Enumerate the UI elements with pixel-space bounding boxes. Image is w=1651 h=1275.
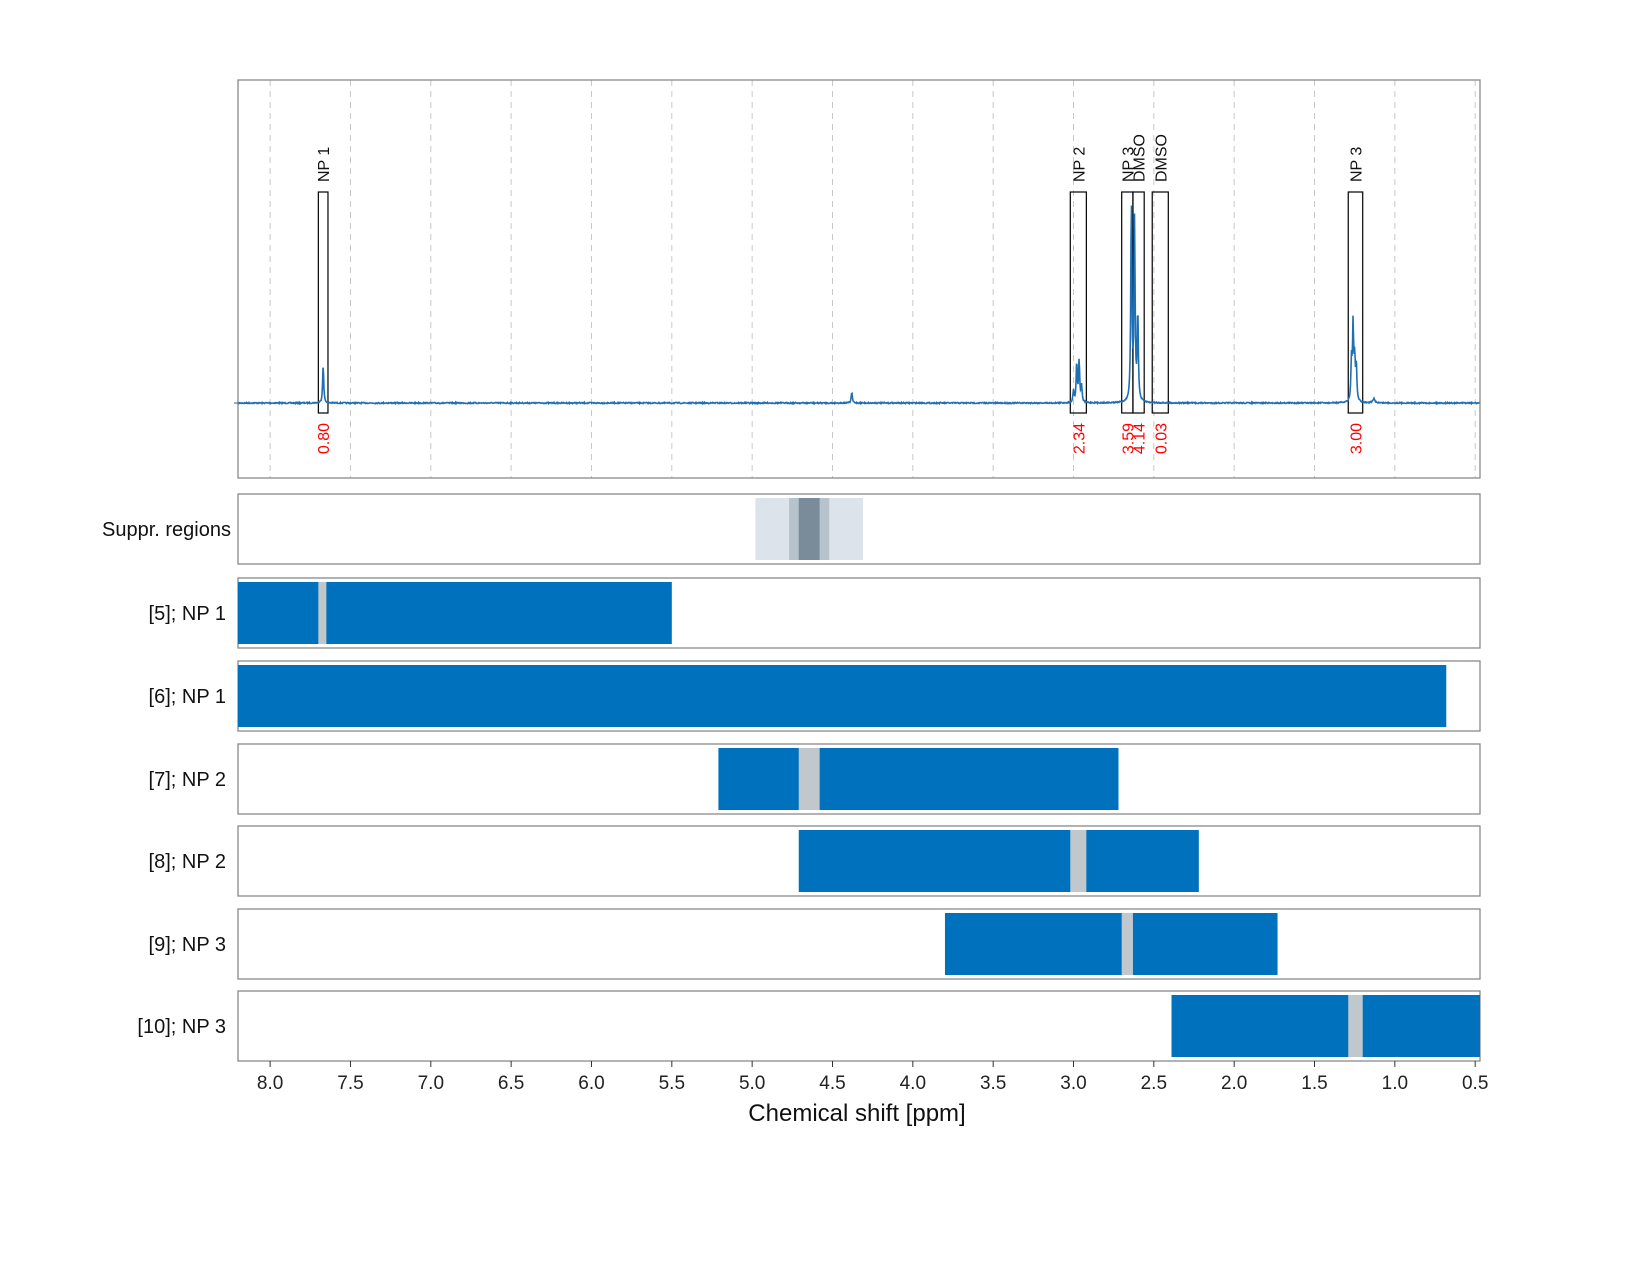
fit-rows: Suppr. regions [5]; NP 1 [6]; NP 1 [7]; NP … xyxy=(102,493,1481,1062)
excluded-region xyxy=(1121,913,1133,975)
excluded-region xyxy=(798,748,820,810)
x-tick-label: 6.5 xyxy=(498,1073,524,1094)
peak-box xyxy=(1151,191,1169,414)
fit-range-bar xyxy=(1171,995,1480,1057)
x-tick-label: 1.5 xyxy=(1301,1073,1327,1094)
x-tick-label: 3.0 xyxy=(1060,1073,1086,1094)
suppression-region xyxy=(798,498,820,560)
peak-box xyxy=(317,191,329,414)
x-axis-title: Chemical shift [ppm] xyxy=(748,1100,965,1127)
row-label: Suppr. regions xyxy=(102,519,231,541)
fit-range-bar xyxy=(798,830,1199,892)
x-tick-label: 5.5 xyxy=(659,1073,685,1094)
x-tick-label: 7.0 xyxy=(418,1073,444,1094)
x-axis: 8.0 7.5 7.0 6.5 6.0 5.5 5.0 4.5 4.0 3.5 3.0 2.5 2.0 1… xyxy=(257,1061,1488,1094)
row-label: [6]; NP 1 xyxy=(149,686,226,708)
peak-label: NP 3 xyxy=(1348,147,1365,182)
peak-box xyxy=(1069,191,1087,414)
row-label: [10]; NP 3 xyxy=(137,1016,226,1038)
peak-label: DMSO xyxy=(1153,134,1170,182)
row-label: [7]; NP 2 xyxy=(149,769,226,791)
peak-label: NP 2 xyxy=(1071,147,1088,182)
spectrum-grid xyxy=(269,80,1476,478)
excluded-region xyxy=(318,582,327,644)
integral-value: 4.14 xyxy=(1132,423,1149,454)
x-tick-label: 0.5 xyxy=(1462,1073,1488,1094)
peak-label: NP 3 xyxy=(1120,147,1137,182)
excluded-region xyxy=(1070,830,1087,892)
x-tick-label: 6.0 xyxy=(578,1073,604,1094)
x-tick-label: 5.0 xyxy=(739,1073,765,1094)
x-tick-label: 4.5 xyxy=(819,1073,845,1094)
fit-range-bar xyxy=(944,913,1278,975)
x-tick-label: 2.0 xyxy=(1221,1073,1247,1094)
x-tick-label: 1.0 xyxy=(1382,1073,1408,1094)
spectrum-frame xyxy=(237,79,1481,479)
fit-row-frame xyxy=(237,908,1481,980)
spectrum-line xyxy=(237,205,1481,406)
fit-range-bar xyxy=(718,748,1119,810)
spectrum-panel: NP 1 0.80 NP 2 2.34 NP 3 3.59 DMSO 4.14 DMSO 0.03… xyxy=(234,79,1481,479)
integral-value: 0.03 xyxy=(1153,423,1170,454)
fit-range-bar xyxy=(238,582,672,644)
x-tick-label: 8.0 xyxy=(257,1073,283,1094)
row-label: [5]; NP 1 xyxy=(149,603,226,625)
x-tick-label: 7.5 xyxy=(337,1073,363,1094)
peak-label: NP 1 xyxy=(316,147,333,182)
x-tick-label: 3.5 xyxy=(980,1073,1006,1094)
peak-label: DMSO xyxy=(1132,134,1149,182)
fit-range-bar xyxy=(238,665,1447,727)
integral-value: 3.59 xyxy=(1120,423,1137,454)
integral-value: 2.34 xyxy=(1071,423,1088,454)
peak-box xyxy=(1132,191,1145,414)
integral-value: 3.00 xyxy=(1348,423,1365,454)
integral-value: 0.80 xyxy=(316,423,333,454)
excluded-region xyxy=(1348,995,1363,1057)
peak-box xyxy=(1347,191,1364,414)
peak-boxes: NP 1 0.80 NP 2 2.34 NP 3 3.59 DMSO 4.14 DMSO 0.03… xyxy=(316,134,1365,454)
x-tick-label: 2.5 xyxy=(1141,1073,1167,1094)
row-label: [8]; NP 2 xyxy=(149,851,226,873)
row-label: [9]; NP 3 xyxy=(149,934,226,956)
x-tick-label: 4.0 xyxy=(900,1073,926,1094)
